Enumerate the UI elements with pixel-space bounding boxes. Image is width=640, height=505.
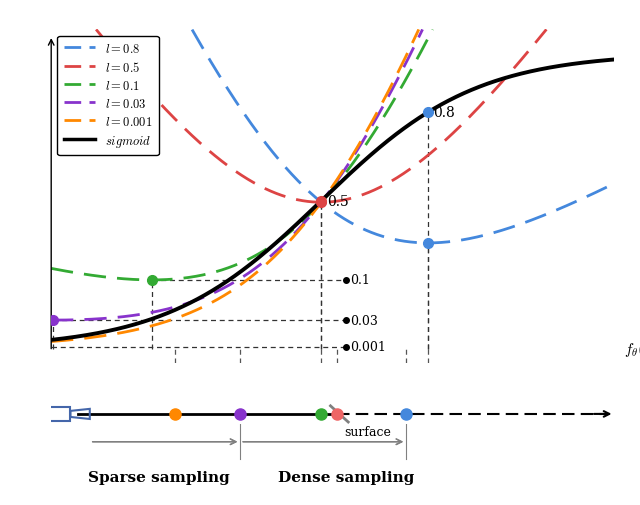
- Text: 0.5: 0.5: [326, 194, 348, 209]
- Text: 0.03: 0.03: [350, 314, 378, 327]
- Text: $f_{\theta}(x)$: $f_{\theta}(x)$: [623, 339, 640, 359]
- Text: Sparse sampling: Sparse sampling: [88, 470, 230, 484]
- Text: surface: surface: [344, 425, 391, 438]
- Text: Dense sampling: Dense sampling: [278, 470, 415, 484]
- Text: 0.8: 0.8: [433, 106, 455, 120]
- Legend: $\mathit{l} = 0.8$, $\mathit{l} = 0.5$, $\mathit{l} = 0.1$, $\mathit{l} = 0.03$,: $\mathit{l} = 0.8$, $\mathit{l} = 0.5$, …: [58, 36, 159, 156]
- Text: 0.1: 0.1: [350, 274, 370, 287]
- Bar: [32, 407, 70, 421]
- Text: 0.001: 0.001: [350, 341, 386, 353]
